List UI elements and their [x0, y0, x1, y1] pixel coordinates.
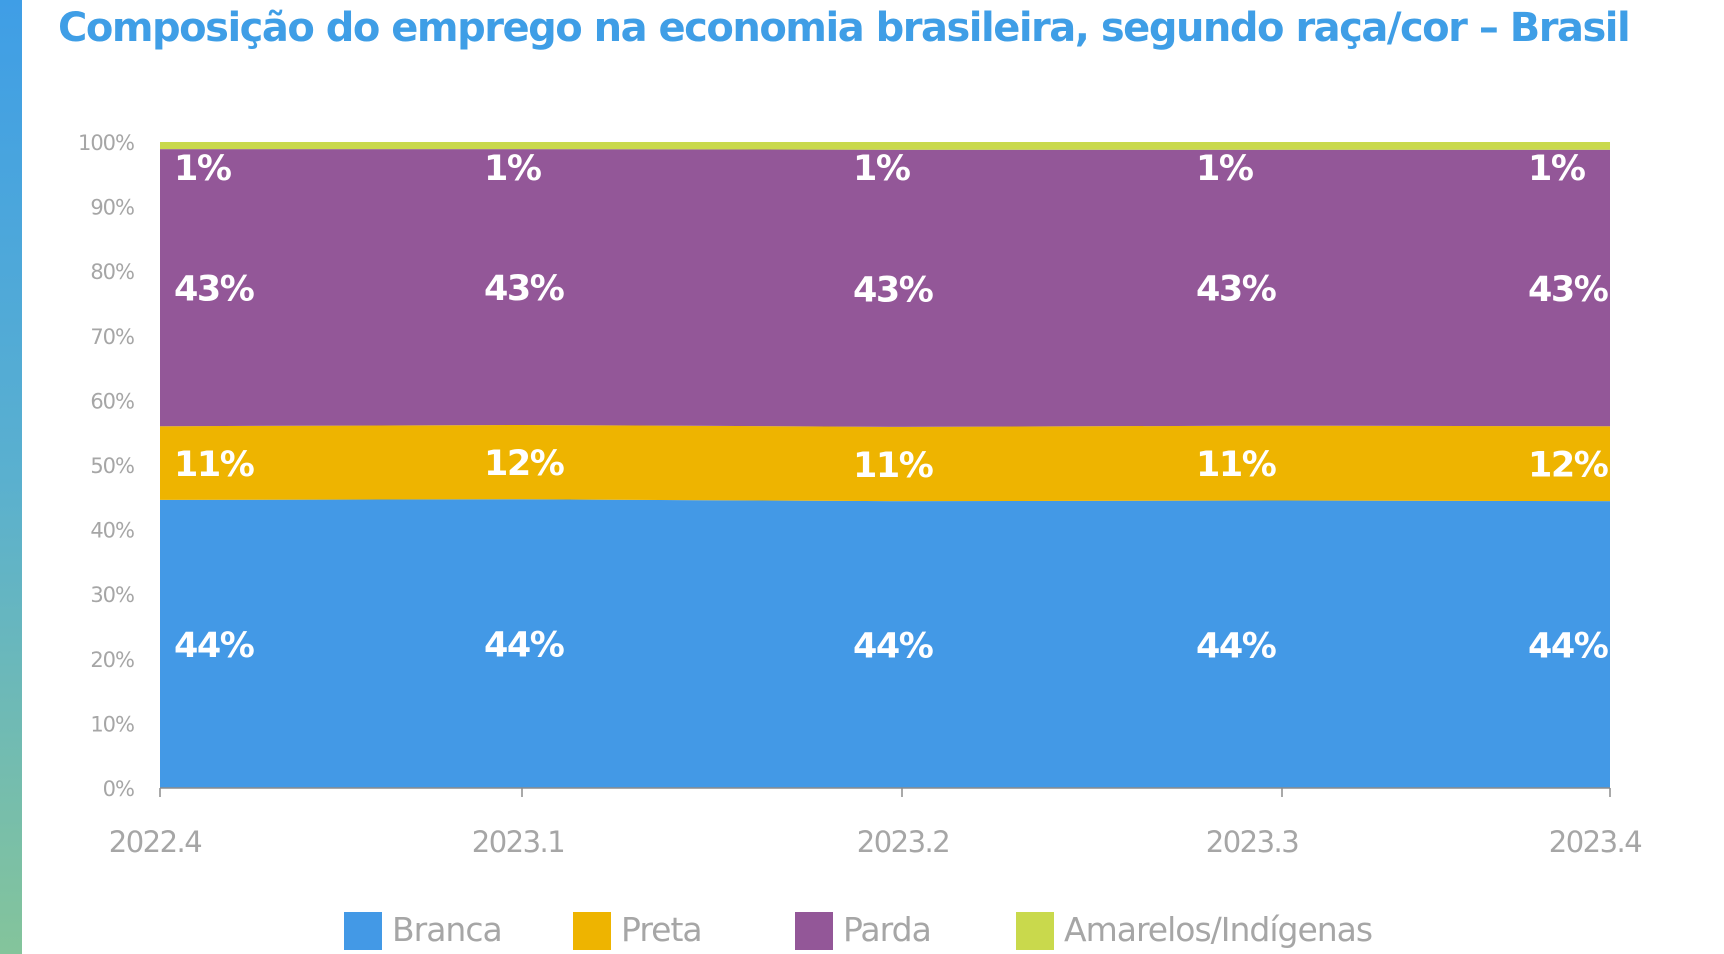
data-label: 11%: [1196, 445, 1276, 485]
area-preta: [160, 424, 1610, 502]
x-tick-label: 2023.3: [1206, 825, 1299, 859]
x-tick-label: 2023.2: [857, 825, 949, 859]
area-amarelos-ind-genas: [160, 142, 1610, 150]
chart-legend: Branca Preta Parda Amarelos/Indígenas: [0, 908, 1724, 952]
data-label: 43%: [853, 270, 933, 310]
data-label: 44%: [484, 626, 564, 666]
y-tick-label: 70%: [90, 325, 134, 349]
legend-swatch: [573, 912, 611, 950]
area-parda: [160, 149, 1610, 427]
stacked-area-chart: 0% 10% 20% 30% 40% 50% 60% 70% 80% 90% 100% 2022.4 2…: [78, 131, 1643, 859]
data-label: 43%: [1528, 270, 1608, 310]
data-label: 1%: [174, 149, 231, 189]
legend-swatch: [344, 912, 382, 950]
x-tick-label: 2023.4: [1549, 825, 1642, 859]
y-tick-label: 10%: [90, 712, 134, 736]
data-label: 44%: [1528, 627, 1608, 667]
data-label: 12%: [1528, 446, 1608, 486]
data-label: 44%: [174, 626, 254, 666]
y-tick-label: 30%: [90, 583, 134, 607]
y-tick-label: 50%: [90, 454, 134, 478]
x-tick-label: 2023.1: [472, 825, 564, 859]
data-label: 44%: [853, 627, 933, 667]
data-label: 44%: [1196, 626, 1276, 666]
data-label: 1%: [484, 149, 541, 189]
data-label: 1%: [1528, 149, 1585, 189]
data-label: 43%: [484, 269, 564, 309]
legend-label: Amarelos/Indígenas: [1064, 910, 1373, 949]
y-tick-label: 40%: [90, 519, 134, 543]
accent-bar: [0, 0, 22, 954]
y-tick-label: 20%: [90, 648, 134, 672]
data-label: 1%: [853, 149, 910, 189]
legend-swatch: [1016, 912, 1054, 950]
legend-label: Parda: [843, 910, 932, 949]
legend-swatch: [795, 912, 833, 950]
y-tick-label: 0%: [103, 777, 134, 801]
data-label: 11%: [853, 446, 933, 486]
x-tick-label: 2022.4: [109, 825, 202, 859]
data-label: 43%: [174, 270, 254, 310]
y-tick-label: 90%: [90, 196, 134, 220]
legend-label: Branca: [392, 910, 503, 949]
legend-label: Preta: [621, 910, 703, 949]
data-label: 1%: [1196, 149, 1253, 189]
y-tick-label: 60%: [90, 389, 134, 413]
data-label: 12%: [484, 444, 564, 484]
data-label: 11%: [174, 445, 254, 485]
data-label: 43%: [1196, 270, 1276, 310]
area-branca: [160, 499, 1610, 788]
chart-title: Composição do emprego na economia brasil…: [58, 5, 1631, 51]
y-tick-label: 80%: [90, 260, 134, 284]
y-tick-label: 100%: [78, 131, 134, 155]
